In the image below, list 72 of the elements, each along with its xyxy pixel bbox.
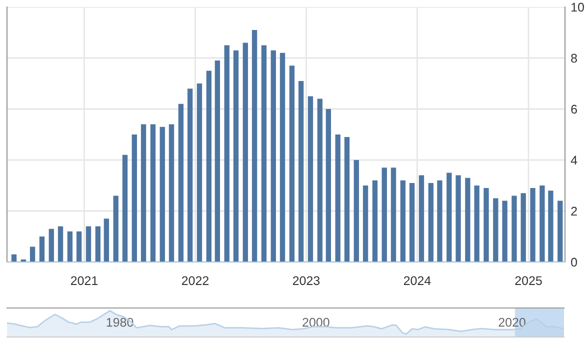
bar: [48, 228, 54, 262]
bar: [456, 175, 461, 262]
bar: [382, 168, 387, 262]
bar: [104, 218, 110, 262]
bar: [400, 180, 406, 262]
bar: [187, 88, 193, 262]
bar: [76, 231, 82, 262]
bar: [67, 231, 73, 262]
bar: [113, 196, 118, 262]
x-tick-label: 2022: [182, 276, 209, 286]
bar: [214, 60, 220, 262]
bar: [58, 226, 64, 262]
bar: [160, 126, 165, 262]
y-tick-label: 8: [571, 54, 577, 63]
x-tick-label: 1980: [106, 318, 134, 327]
bar: [372, 180, 378, 262]
bar: [132, 134, 137, 262]
bar: [298, 80, 304, 262]
bar: [39, 236, 45, 262]
x-tick-label: 2021: [70, 276, 98, 286]
bar: [252, 30, 258, 262]
bar: [512, 196, 517, 262]
bar: [446, 172, 452, 262]
bar: [493, 198, 498, 262]
bar: [280, 52, 286, 262]
y-tick-label: 6: [571, 104, 577, 114]
x-tick-label: 2000: [302, 318, 330, 327]
x-tick-label: 2025: [515, 276, 542, 286]
bar: [150, 124, 156, 262]
bar: [530, 188, 536, 262]
bar: [520, 193, 526, 262]
bar: [317, 98, 322, 262]
bar: [122, 154, 128, 262]
bar: [390, 168, 396, 262]
bar: [308, 96, 314, 262]
bar: [362, 186, 368, 262]
bar: [270, 50, 276, 262]
bar: [502, 200, 508, 262]
bar: [409, 182, 415, 262]
bar: [344, 137, 350, 262]
bar: [428, 182, 434, 262]
bar: [168, 124, 174, 262]
y-tick-label: 4: [570, 156, 578, 165]
bar: [540, 186, 545, 262]
y-tick-label: 10: [572, 2, 584, 12]
bar: [178, 104, 184, 262]
bar: [558, 200, 563, 262]
bar: [437, 180, 442, 262]
bar: [418, 175, 424, 262]
x-tick-label: 2023: [292, 276, 320, 286]
bar: [196, 84, 202, 262]
bar: [354, 160, 359, 262]
bar: [484, 188, 489, 262]
bar: [261, 45, 267, 262]
x-tick-label: 2020: [498, 318, 526, 327]
bar: [95, 226, 101, 262]
bar: [474, 186, 480, 262]
bar: [30, 246, 36, 262]
bar: [326, 109, 332, 262]
y-tick-label: 0: [571, 258, 578, 267]
bar: [233, 50, 239, 262]
bar: [206, 70, 212, 262]
bar: [335, 134, 340, 262]
x-tick-label: 2024: [404, 276, 431, 286]
bar: [224, 45, 230, 262]
bar: [242, 42, 248, 262]
y-tick-label: 2: [571, 206, 577, 216]
bar: [86, 226, 92, 262]
bar: [289, 66, 295, 262]
bar: [140, 124, 146, 262]
bar: [548, 190, 554, 262]
bar: [465, 178, 470, 262]
